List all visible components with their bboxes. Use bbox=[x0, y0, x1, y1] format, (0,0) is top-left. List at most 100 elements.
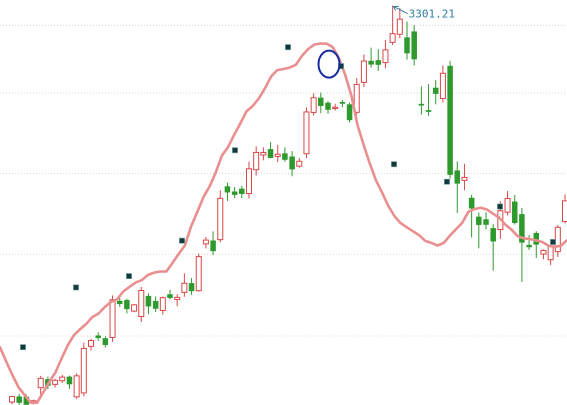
candle bbox=[447, 60, 453, 179]
candle-body bbox=[318, 97, 324, 106]
candle-body bbox=[260, 152, 267, 156]
candle bbox=[547, 245, 554, 266]
candle bbox=[260, 147, 267, 161]
candle bbox=[296, 158, 303, 168]
candle bbox=[396, 8, 403, 39]
candle-body bbox=[360, 60, 367, 83]
candle-body bbox=[66, 376, 73, 385]
candle-body bbox=[346, 104, 353, 121]
candle bbox=[454, 161, 461, 214]
candle bbox=[339, 99, 346, 108]
candle bbox=[116, 298, 123, 307]
candle bbox=[562, 194, 567, 224]
candle bbox=[167, 289, 173, 300]
candle-body bbox=[116, 300, 123, 305]
candle bbox=[145, 293, 152, 315]
candle bbox=[282, 147, 288, 162]
ma-marker bbox=[550, 239, 556, 245]
candle-body bbox=[210, 240, 216, 252]
candle-body bbox=[231, 191, 238, 195]
candle bbox=[80, 342, 87, 397]
candle-body bbox=[461, 176, 468, 181]
candle bbox=[59, 374, 66, 384]
candle-body bbox=[181, 282, 188, 293]
candle bbox=[188, 278, 195, 295]
candle bbox=[174, 294, 181, 307]
candle-body bbox=[274, 153, 281, 157]
candle-body bbox=[332, 106, 339, 109]
candle bbox=[375, 49, 382, 71]
candle-body bbox=[476, 216, 482, 225]
candle bbox=[382, 39, 389, 69]
candle bbox=[246, 161, 252, 199]
candle bbox=[224, 182, 231, 201]
moving-average-markers bbox=[20, 44, 556, 351]
candle bbox=[461, 163, 468, 191]
candle bbox=[274, 144, 281, 162]
candle-body bbox=[174, 296, 181, 301]
ma-marker bbox=[73, 284, 79, 291]
candle-body bbox=[253, 151, 260, 171]
ma-marker bbox=[20, 344, 26, 351]
candle bbox=[504, 190, 511, 216]
ma-marker bbox=[179, 237, 185, 244]
candle bbox=[554, 225, 561, 257]
candle-body bbox=[439, 72, 446, 99]
peak-arrowhead bbox=[392, 6, 399, 11]
candle bbox=[318, 92, 324, 114]
candle bbox=[303, 107, 310, 159]
candle-body bbox=[526, 244, 532, 248]
candle-body bbox=[490, 228, 496, 242]
candle-body bbox=[138, 290, 145, 318]
candle bbox=[368, 47, 374, 68]
candle-body bbox=[37, 377, 44, 389]
candle bbox=[404, 21, 410, 60]
candle bbox=[217, 190, 224, 243]
candle-body bbox=[447, 65, 453, 175]
candle-body bbox=[432, 87, 439, 94]
candle bbox=[490, 224, 496, 271]
candle-body bbox=[425, 110, 432, 112]
candle-body bbox=[468, 197, 475, 209]
candle-body bbox=[102, 338, 109, 346]
peak-annotation: 3301.21 bbox=[392, 6, 455, 21]
candle-body bbox=[454, 170, 461, 184]
candle-body bbox=[296, 160, 303, 167]
candle-body bbox=[389, 33, 396, 43]
candle bbox=[439, 65, 446, 103]
candle bbox=[16, 393, 22, 405]
candle bbox=[289, 150, 295, 177]
candle bbox=[52, 378, 59, 388]
candle-body bbox=[511, 201, 518, 223]
candle-body bbox=[303, 111, 310, 155]
candle bbox=[66, 375, 73, 389]
candle-body bbox=[95, 335, 101, 339]
candle-body bbox=[540, 249, 547, 255]
candle-body bbox=[483, 219, 489, 225]
candle bbox=[73, 373, 80, 399]
candle bbox=[267, 142, 274, 159]
candle-body bbox=[375, 60, 382, 65]
peak-arrow-line bbox=[393, 6, 408, 15]
candle-body bbox=[80, 347, 87, 394]
candle-body bbox=[289, 156, 295, 170]
candle-body bbox=[368, 60, 374, 65]
peak-value-label: 3301.21 bbox=[409, 8, 455, 21]
candle-body bbox=[167, 294, 173, 299]
candle-body bbox=[9, 396, 15, 403]
candle-body bbox=[418, 103, 425, 106]
candle-body bbox=[246, 168, 252, 195]
candle-body bbox=[554, 226, 561, 253]
ma-marker bbox=[232, 147, 238, 154]
candle-body bbox=[339, 102, 346, 104]
candle-body bbox=[239, 188, 245, 194]
candle-body bbox=[52, 379, 59, 385]
candle-body bbox=[325, 102, 331, 110]
candle bbox=[476, 212, 482, 249]
candle bbox=[332, 103, 339, 111]
candle bbox=[181, 273, 188, 297]
candle bbox=[239, 185, 245, 199]
candle-body bbox=[195, 256, 202, 292]
candle bbox=[483, 212, 489, 230]
candle-body bbox=[16, 396, 22, 403]
